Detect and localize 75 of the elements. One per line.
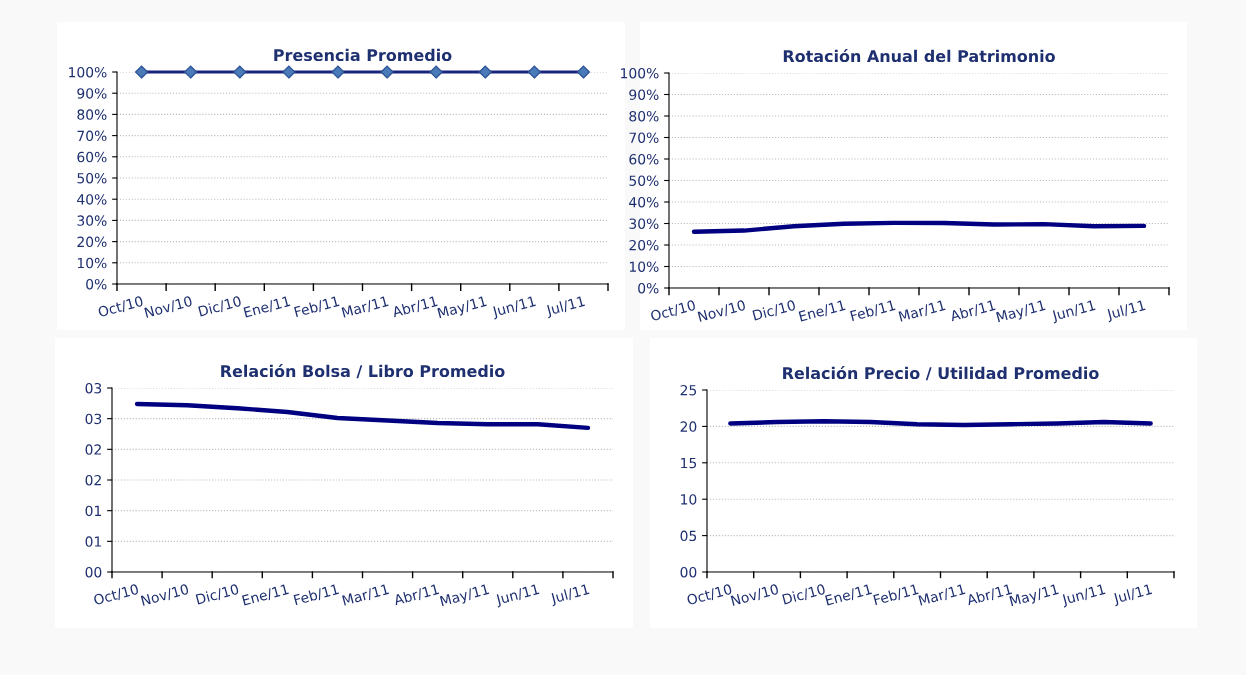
x-tick-label: Dic/10	[195, 583, 240, 606]
line-series	[134, 401, 591, 431]
y-tick-label: 10%	[629, 261, 659, 272]
x-tick-label: Nov/10	[730, 583, 780, 607]
y-tick-label: 00	[85, 566, 102, 578]
y-tick-label: 40%	[629, 196, 659, 208]
y-tick-label: 30%	[77, 215, 107, 226]
y-tick-label: 50%	[629, 175, 659, 186]
x-tick-label: Feb/11	[849, 299, 896, 323]
y-tick-label: 0%	[86, 278, 107, 290]
x-tick-label: Abr/11	[949, 299, 996, 323]
x-tick-label: Oct/10	[650, 299, 697, 323]
x-tick-label: Ene/11	[241, 583, 290, 607]
y-tick-label: 90%	[77, 88, 107, 99]
y-tick-label: 50%	[77, 172, 107, 184]
x-tick-label: Ene/11	[825, 583, 873, 607]
y-tick-label: 20%	[629, 239, 659, 251]
x-tick-label: Jul/11	[1112, 583, 1153, 607]
x-tick-label: Abr/11	[391, 295, 438, 319]
y-tick-label: 01	[85, 536, 101, 547]
x-tick-label: Jul/11	[549, 583, 591, 607]
x-tick-label: Abr/11	[392, 583, 440, 607]
chart-title: Relación Bolsa / Libro Promedio	[221, 364, 505, 379]
y-tick-label: 30%	[629, 218, 659, 229]
y-tick-label: 15	[681, 457, 697, 469]
x-tick-label: Feb/11	[293, 583, 340, 607]
y-tick-label: 00	[680, 566, 697, 578]
x-tick-label: Jul/11	[544, 295, 586, 319]
x-tick-label: Mar/11	[918, 583, 966, 607]
x-tick-label: Jul/11	[1105, 299, 1147, 323]
x-tick-label: Mar/11	[898, 299, 946, 323]
line-series	[691, 220, 1147, 234]
y-tick-label: 70%	[629, 132, 659, 143]
chart-title: Rotación Anual del Patrimonio	[783, 49, 1055, 63]
y-tick-label: 20	[680, 421, 697, 432]
x-tick-label: May/11	[996, 299, 1047, 325]
x-tick-label: Ene/11	[798, 299, 846, 323]
x-tick-label: May/11	[439, 583, 490, 609]
x-tick-label: Nov/10	[697, 299, 747, 323]
y-tick-label: 02	[85, 444, 101, 455]
y-tick-label: 10	[681, 494, 697, 505]
x-tick-label: Mar/11	[342, 583, 390, 607]
y-tick-label: 100%	[69, 66, 107, 78]
y-tick-label: 03	[85, 413, 102, 425]
y-tick-label: 100%	[621, 67, 659, 79]
chart-title: Presencia Promedio	[274, 48, 452, 62]
y-tick-label: 90%	[629, 89, 659, 100]
x-tick-label: Nov/10	[144, 295, 193, 319]
y-tick-label: 80%	[77, 109, 107, 120]
chart-title: Relación Precio / Utilidad Promedio	[783, 366, 1099, 381]
x-tick-label: Oct/10	[97, 295, 144, 319]
y-tick-label: 80%	[629, 110, 659, 122]
x-tick-label: Oct/10	[686, 583, 733, 607]
y-tick-label: 60%	[629, 153, 659, 165]
y-tick-label: 02	[85, 474, 101, 486]
y-tick-label: 03	[85, 382, 102, 394]
y-tick-label: 01	[85, 505, 101, 517]
x-tick-label: Oct/10	[93, 583, 140, 607]
x-tick-label: Nov/10	[140, 583, 190, 607]
x-tick-label: May/11	[437, 295, 488, 321]
y-tick-label: 0%	[638, 282, 659, 294]
x-tick-label: Ene/11	[243, 295, 291, 319]
y-tick-label: 40%	[77, 194, 107, 205]
x-tick-label: Dic/10	[752, 299, 797, 322]
x-tick-label: Feb/11	[293, 295, 340, 319]
y-tick-label: 05	[680, 530, 697, 542]
x-tick-label: Feb/11	[873, 583, 919, 607]
y-tick-label: 70%	[77, 130, 107, 142]
y-tick-label: 25	[680, 384, 697, 396]
y-tick-label: 60%	[77, 151, 107, 163]
x-tick-label: Dic/10	[198, 295, 242, 318]
y-tick-label: 10%	[77, 257, 107, 269]
x-tick-label: Mar/11	[341, 295, 389, 319]
x-tick-label: Dic/10	[782, 583, 826, 606]
y-tick-label: 20%	[77, 236, 107, 248]
